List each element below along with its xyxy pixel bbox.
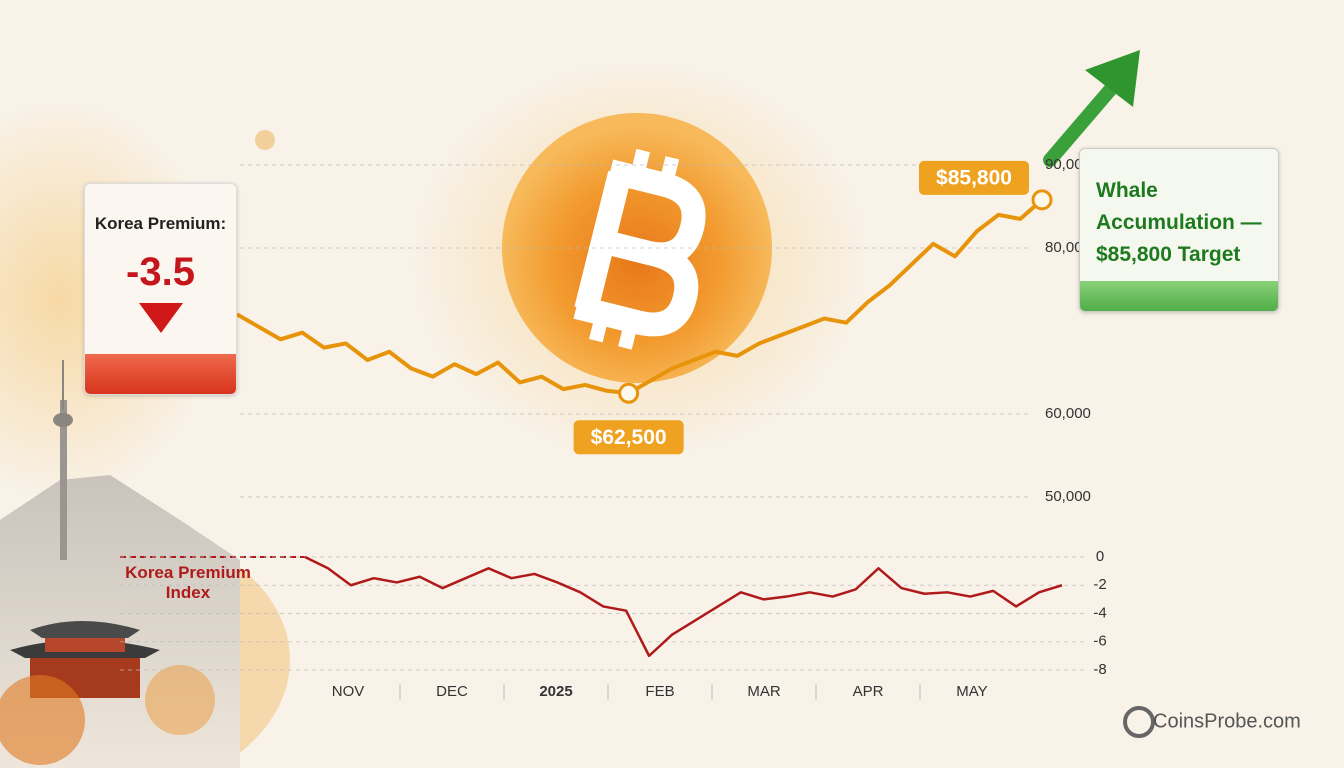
tree — [0, 675, 85, 765]
price-line — [304, 555, 1063, 658]
x-tick-label: MAR — [747, 683, 781, 700]
bitcoin-symbol — [573, 148, 706, 350]
trend-arrow — [1043, 83, 1117, 167]
y-tick-label: -2 — [1093, 576, 1106, 593]
premium-label: Korea Premium: — [94, 214, 227, 233]
logo — [1123, 706, 1155, 738]
value-label: $62,500 — [591, 426, 667, 449]
pagoda-body — [45, 638, 125, 652]
card-wash — [1080, 281, 1278, 311]
premium-value: -3.5 — [126, 250, 195, 294]
price-line — [236, 198, 1044, 396]
label-badge — [573, 420, 684, 455]
premium-title: Korea Premium Index — [125, 563, 251, 602]
splash — [255, 130, 275, 150]
point-marker — [618, 382, 640, 404]
y-tick-label: 0 — [1096, 548, 1104, 565]
tree — [145, 665, 215, 735]
whale-note: Whale Accumulation — $85,800 Target — [1096, 179, 1262, 266]
x-tick-label: DEC — [436, 683, 468, 700]
y-tick-label: -4 — [1093, 604, 1106, 621]
trend-arrow-head — [1085, 50, 1140, 107]
value-label: $85,800 — [936, 166, 1012, 189]
point-marker — [1031, 189, 1053, 211]
premium-card: Korea Premium: -3.5 — [84, 183, 237, 395]
tower-top — [53, 413, 73, 427]
pagoda-roof — [30, 621, 140, 638]
watermark: CoinsProbe.com — [1153, 710, 1301, 732]
x-tick-label: 2025 — [539, 683, 572, 700]
y-tick-label: 50,000 — [1045, 488, 1091, 505]
down-arrow — [138, 303, 183, 333]
x-tick-label: MAY — [956, 683, 987, 700]
y-tick-label: 60,000 — [1045, 405, 1091, 422]
whale-card: Whale Accumulation — $85,800 Target — [1079, 148, 1279, 312]
tower — [60, 400, 67, 560]
card-wash — [85, 354, 236, 394]
x-tick-label: APR — [853, 683, 884, 700]
y-tick-label: -6 — [1093, 633, 1106, 650]
y-tick-label: -8 — [1093, 661, 1106, 678]
x-tick-label: FEB — [645, 683, 674, 700]
x-tick-label: NOV — [332, 683, 365, 700]
label-badge — [919, 160, 1029, 195]
